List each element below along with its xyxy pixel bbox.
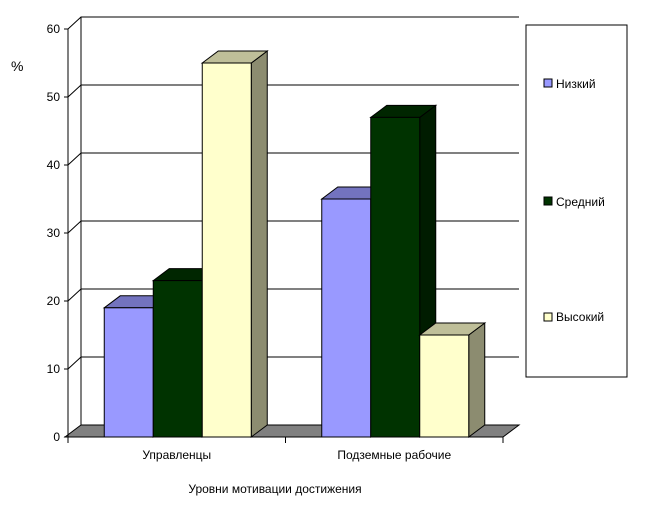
y-tick-label: 60 — [47, 22, 61, 36]
legend-swatch-low — [543, 78, 553, 88]
bar — [152, 280, 203, 438]
legend: Низкий Средний Высокий — [525, 24, 628, 378]
bar — [103, 307, 154, 438]
x-tick-label: Управленцы — [142, 448, 211, 462]
bar — [419, 334, 470, 438]
gridline — [67, 16, 519, 30]
legend-swatch-high — [543, 312, 553, 322]
legend-swatch-mid — [543, 196, 553, 206]
y-axis-label: % — [11, 58, 23, 74]
x-axis-label: Уровни мотивации достижения — [188, 482, 361, 496]
axes-layer: 0 10 20 30 40 50 60 Управленцы Подземные рабочие — [47, 22, 504, 462]
y-tick-label: 20 — [47, 294, 61, 308]
y-tick-label: 50 — [47, 90, 61, 104]
bar — [321, 198, 372, 438]
legend-label-high: Высокий — [556, 310, 604, 324]
bar — [370, 116, 421, 438]
y-tick-label: 0 — [53, 430, 60, 444]
y-tick-label: 40 — [47, 158, 61, 172]
y-tick-label: 10 — [47, 362, 61, 376]
bar-side — [250, 50, 268, 438]
legend-label-low: Низкий — [556, 77, 596, 91]
x-tick-label: Подземные рабочие — [337, 448, 451, 462]
y-tick-label: 30 — [47, 226, 61, 240]
bar — [201, 62, 252, 438]
gridline — [67, 84, 519, 98]
bars-layer — [102, 50, 487, 438]
legend-label-mid: Средний — [556, 195, 605, 209]
gridline — [67, 220, 519, 234]
bar-side — [468, 322, 486, 438]
gridline — [67, 152, 519, 166]
legend-box — [525, 24, 628, 378]
